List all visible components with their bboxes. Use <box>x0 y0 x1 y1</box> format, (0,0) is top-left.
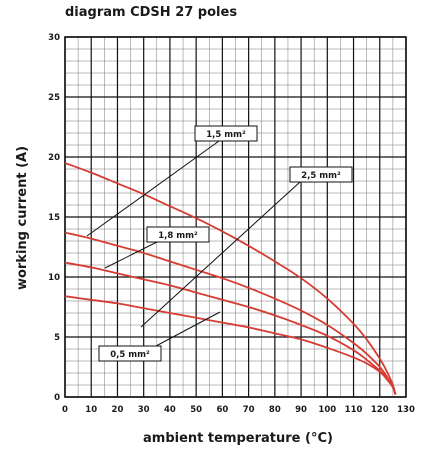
x-tick-label: 110 <box>345 405 363 415</box>
x-tick-label: 100 <box>318 405 336 415</box>
y-tick-label: 20 <box>48 153 60 163</box>
x-tick-label: 50 <box>190 405 202 415</box>
series-labels: 1,5 mm² 2,5 mm² 1,8 mm² 0,5 mm² <box>86 125 353 362</box>
x-tick-label: 20 <box>112 405 124 415</box>
x-tick-label: 130 <box>397 405 415 415</box>
series-line-2 <box>64 231 397 395</box>
y-tick-label: 5 <box>54 333 60 343</box>
series-leader-line <box>140 181 301 328</box>
series-leader-line <box>104 241 158 269</box>
series-line-4 <box>64 295 397 395</box>
x-tick-label: 0 <box>62 405 68 415</box>
series-label-box <box>289 166 353 183</box>
series-label-1: 1,5 mm² <box>206 130 246 140</box>
y-tick-label: 25 <box>48 93 60 103</box>
series-lines <box>64 162 397 395</box>
series-leader-line <box>86 140 220 237</box>
series-label-2: 2,5 mm² <box>301 171 341 181</box>
x-tick-label: 60 <box>216 405 228 415</box>
x-tick-label: 80 <box>269 405 281 415</box>
y-axis-label: working current (A) <box>15 146 30 290</box>
series-label-3: 1,8 mm² <box>158 231 198 241</box>
y-tick-labels: 0 5 10 15 20 25 30 <box>48 33 60 403</box>
x-tick-label: 70 <box>243 405 255 415</box>
plot-frame <box>64 36 407 398</box>
y-tick-label: 15 <box>48 213 60 223</box>
series-line-3 <box>64 261 397 395</box>
series-label-box <box>98 345 162 362</box>
x-axis-label: ambient temperature (°C) <box>143 431 333 446</box>
x-tick-label: 40 <box>164 405 176 415</box>
x-tick-label: 90 <box>295 405 307 415</box>
y-tick-label: 0 <box>54 393 60 403</box>
series-line-1 <box>64 162 397 395</box>
y-tick-label: 30 <box>48 33 60 43</box>
x-tick-label: 10 <box>85 405 97 415</box>
x-tick-label: 30 <box>138 405 150 415</box>
x-tick-label: 120 <box>371 405 389 415</box>
series-label-box <box>194 125 258 142</box>
chart-title: diagram CDSH 27 poles <box>65 5 237 20</box>
x-tick-labels: 0 10 20 30 40 50 60 70 80 90 100 110 120 130 <box>62 405 415 415</box>
y-tick-label: 10 <box>48 273 60 283</box>
series-leader-line <box>155 311 221 347</box>
series-label-box <box>146 226 210 243</box>
series-label-4: 0,5 mm² <box>110 350 150 360</box>
